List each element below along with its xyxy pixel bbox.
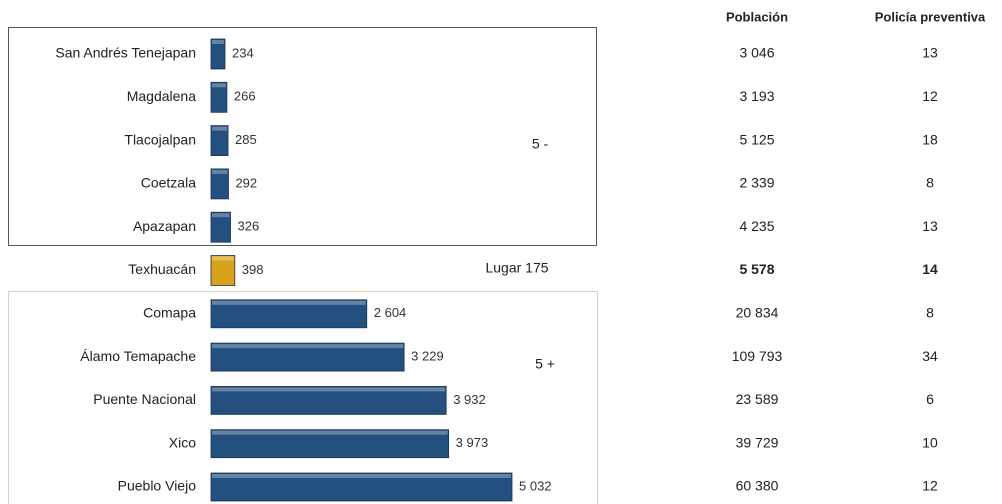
category-label: San Andrés Tenejapan bbox=[55, 45, 196, 61]
group-box bbox=[8, 291, 598, 504]
value-label: 326 bbox=[238, 219, 260, 234]
table-cell: 8 bbox=[926, 305, 934, 321]
table-cell: 4 235 bbox=[739, 218, 774, 234]
bar bbox=[210, 125, 229, 156]
table-cell: 8 bbox=[926, 175, 934, 191]
value-label: 3 229 bbox=[411, 349, 444, 364]
bar-shine bbox=[212, 387, 446, 392]
table-cell: 3 046 bbox=[739, 45, 774, 61]
category-label: Xico bbox=[169, 434, 196, 450]
table-cell: 34 bbox=[922, 348, 938, 364]
category-label: Texhuacán bbox=[128, 261, 196, 277]
bar bbox=[210, 429, 450, 459]
column-header: Policía preventiva bbox=[875, 9, 986, 24]
table-cell: 13 bbox=[922, 45, 938, 61]
bar bbox=[210, 211, 231, 243]
bar-shine bbox=[212, 213, 230, 218]
category-label: Álamo Temapache bbox=[80, 348, 196, 364]
table-cell: 109 793 bbox=[732, 348, 783, 364]
bar bbox=[210, 299, 368, 329]
table-cell: 6 bbox=[926, 391, 934, 407]
value-label: 3 973 bbox=[456, 435, 489, 450]
category-label: Apazapan bbox=[133, 218, 196, 234]
table-cell: 12 bbox=[922, 478, 938, 494]
table-cell: 5 578 bbox=[739, 261, 774, 277]
table-cell: 60 380 bbox=[736, 478, 779, 494]
table-cell: 13 bbox=[922, 218, 938, 234]
category-label: Comapa bbox=[143, 305, 196, 321]
value-label: 5 032 bbox=[519, 478, 552, 493]
group-box bbox=[8, 27, 597, 246]
bar-shine bbox=[212, 256, 234, 261]
bar-shine bbox=[212, 300, 366, 305]
table-cell: 18 bbox=[922, 131, 938, 147]
bar-shine bbox=[212, 430, 448, 435]
table-cell: 3 193 bbox=[739, 88, 774, 104]
bar bbox=[210, 472, 513, 502]
table-cell: 2 339 bbox=[739, 175, 774, 191]
category-label: Coetzala bbox=[141, 175, 196, 191]
table-cell: 20 834 bbox=[736, 305, 779, 321]
bar-shine bbox=[212, 126, 228, 131]
bar bbox=[210, 385, 447, 415]
value-label: 234 bbox=[232, 45, 254, 60]
table-cell: 39 729 bbox=[736, 434, 779, 450]
bar bbox=[210, 168, 229, 200]
value-label: 285 bbox=[235, 132, 257, 147]
bar-shine bbox=[212, 344, 404, 349]
value-label: 3 932 bbox=[453, 392, 486, 407]
table-cell: 5 125 bbox=[739, 131, 774, 147]
bar bbox=[210, 81, 228, 113]
group-label: Lugar 175 bbox=[485, 260, 548, 276]
group-label: 5 + bbox=[535, 356, 555, 372]
bar-shine bbox=[212, 474, 511, 478]
value-label: 398 bbox=[242, 262, 264, 277]
bar-shine bbox=[212, 40, 224, 44]
table-cell: 14 bbox=[922, 261, 938, 277]
column-header: Población bbox=[726, 9, 788, 24]
category-label: Pueblo Viejo bbox=[118, 478, 197, 494]
group-label: 5 - bbox=[532, 136, 549, 152]
bar bbox=[210, 38, 226, 70]
table-cell: 10 bbox=[922, 434, 938, 450]
value-label: 2 604 bbox=[374, 305, 407, 320]
value-label: 292 bbox=[235, 175, 257, 190]
bar bbox=[210, 342, 405, 372]
bar-shine bbox=[212, 83, 226, 88]
bar-shine bbox=[212, 169, 228, 174]
category-label: Tlacojalpan bbox=[124, 131, 196, 147]
value-label: 266 bbox=[234, 89, 256, 104]
table-cell: 12 bbox=[922, 88, 938, 104]
bar bbox=[210, 255, 236, 286]
category-label: Puente Nacional bbox=[93, 391, 196, 407]
category-label: Magdalena bbox=[127, 88, 196, 104]
table-cell: 23 589 bbox=[736, 391, 779, 407]
